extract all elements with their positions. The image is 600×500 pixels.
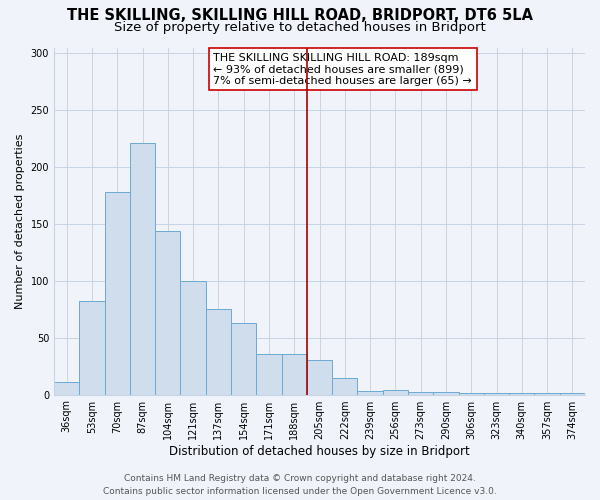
Text: THE SKILLING SKILLING HILL ROAD: 189sqm
← 93% of detached houses are smaller (89: THE SKILLING SKILLING HILL ROAD: 189sqm … — [214, 52, 472, 86]
Bar — [358, 391, 383, 394]
Bar — [433, 392, 458, 394]
Bar — [307, 360, 332, 394]
Bar — [104, 192, 130, 394]
Bar — [256, 354, 281, 395]
Text: THE SKILLING, SKILLING HILL ROAD, BRIDPORT, DT6 5LA: THE SKILLING, SKILLING HILL ROAD, BRIDPO… — [67, 8, 533, 22]
Bar — [408, 392, 433, 394]
X-axis label: Distribution of detached houses by size in Bridport: Distribution of detached houses by size … — [169, 444, 470, 458]
Bar — [231, 323, 256, 394]
Y-axis label: Number of detached properties: Number of detached properties — [15, 134, 25, 308]
Bar — [281, 354, 307, 395]
Bar — [79, 302, 104, 394]
Bar — [206, 309, 231, 394]
Bar — [155, 230, 181, 394]
Text: Contains HM Land Registry data © Crown copyright and database right 2024.
Contai: Contains HM Land Registry data © Crown c… — [103, 474, 497, 496]
Text: Size of property relative to detached houses in Bridport: Size of property relative to detached ho… — [114, 21, 486, 34]
Bar — [130, 143, 155, 395]
Bar — [54, 382, 79, 394]
Bar — [332, 378, 358, 394]
Bar — [383, 390, 408, 394]
Bar — [181, 281, 206, 394]
